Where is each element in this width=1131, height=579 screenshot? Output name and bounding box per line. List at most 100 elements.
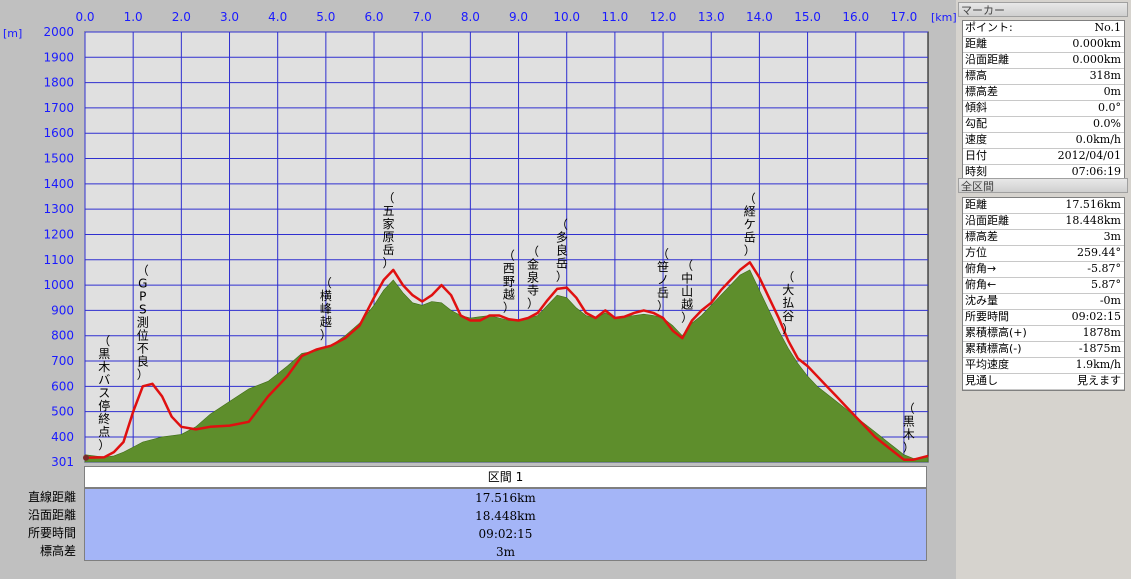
info-value: -1875m bbox=[1078, 342, 1121, 355]
y-tick-label: 1500 bbox=[43, 152, 74, 166]
section-row-label: 沿面距離 bbox=[27, 508, 76, 522]
info-value: -0m bbox=[1099, 294, 1121, 307]
info-row: 累積標高(+) 1878m bbox=[963, 326, 1124, 342]
y-tick-label: 1900 bbox=[43, 50, 74, 64]
annotation-label: （黒木） bbox=[903, 402, 915, 455]
y-tick-label: 1600 bbox=[43, 126, 74, 140]
info-value: 0.0% bbox=[1093, 117, 1121, 130]
marker-panel-title: マーカー bbox=[958, 2, 1128, 17]
info-key: ポイント: bbox=[965, 21, 1013, 34]
section-header: 区間 1 bbox=[84, 466, 927, 488]
info-row: 標高 318m bbox=[963, 69, 1124, 85]
annotation-label: （大払谷） bbox=[782, 270, 794, 336]
info-row: 方位 259.44° bbox=[963, 246, 1124, 262]
x-tick-label: 9.0 bbox=[509, 10, 528, 24]
annotation-label: （五家原岳） bbox=[382, 191, 394, 270]
y-tick-label: 600 bbox=[51, 379, 74, 393]
info-key: 標高差 bbox=[965, 230, 998, 243]
info-key: 日付 bbox=[965, 149, 987, 162]
y-tick-label: 301 bbox=[51, 455, 74, 466]
info-row: 距離 0.000km bbox=[963, 37, 1124, 53]
section-row-value: 3m bbox=[495, 545, 515, 559]
info-value: 0.0km/h bbox=[1075, 133, 1121, 146]
info-value: 318m bbox=[1089, 69, 1121, 82]
info-panel: マーカー ポイント: No.1 距離 0.000km 沿面距離 0.000km 標高 318m… bbox=[956, 0, 1131, 579]
x-tick-label: 0.0 bbox=[75, 10, 94, 24]
x-tick-label: 11.0 bbox=[602, 10, 629, 24]
y-tick-label: 1000 bbox=[43, 278, 74, 292]
info-value: 17.516km bbox=[1065, 198, 1121, 211]
x-tick-label: 3.0 bbox=[220, 10, 239, 24]
info-row: 平均速度 1.9km/h bbox=[963, 358, 1124, 374]
x-tick-label: 17.0 bbox=[891, 10, 918, 24]
track-line bbox=[84, 261, 929, 461]
y-tick-label: 500 bbox=[51, 405, 74, 419]
info-key: 時刻 bbox=[965, 165, 987, 178]
info-key: 俯角← bbox=[965, 278, 997, 291]
info-row: 沿面距離 18.448km bbox=[963, 214, 1124, 230]
marker-table: ポイント: No.1 距離 0.000km 沿面距離 0.000km 標高 318m 標高差 0m… bbox=[962, 20, 1125, 182]
info-row: 沈み量 -0m bbox=[963, 294, 1124, 310]
info-value: 09:02:15 bbox=[1071, 310, 1121, 323]
annotation-label: （黒木バス停終点） bbox=[98, 334, 110, 452]
annotation-label: （中山越） bbox=[681, 258, 693, 324]
y-tick-label: 1100 bbox=[43, 253, 74, 267]
y-tick-label: 1200 bbox=[43, 227, 74, 241]
info-row: 俯角→ -5.87° bbox=[963, 262, 1124, 278]
info-key: 平均速度 bbox=[965, 358, 1009, 371]
info-row: 累積標高(-) -1875m bbox=[963, 342, 1124, 358]
info-value: 1878m bbox=[1082, 326, 1121, 339]
x-tick-label: 12.0 bbox=[650, 10, 677, 24]
y-tick-label: 2000 bbox=[43, 25, 74, 39]
info-value: 259.44° bbox=[1077, 246, 1121, 259]
annotation-label: （経ケ岳） bbox=[744, 191, 756, 257]
x-tick-label: 13.0 bbox=[698, 10, 725, 24]
elevation-chart[interactable]: 2000 1900 1800 1700 1600 1500 1400 1300 1200 1100… bbox=[0, 0, 956, 466]
info-value: 0.0° bbox=[1098, 101, 1121, 114]
section-row-value: 17.516km bbox=[475, 491, 536, 505]
info-row: 標高差 0m bbox=[963, 85, 1124, 101]
info-key: 速度 bbox=[965, 133, 987, 146]
y-tick-label: 1700 bbox=[43, 101, 74, 115]
info-key: 俯角→ bbox=[965, 262, 997, 275]
y-tick-label: 700 bbox=[51, 354, 74, 368]
total-table: 距離 17.516km 沿面距離 18.448km 標高差 3m 方位 259.44° 俯角→ -… bbox=[962, 197, 1125, 391]
info-value: 07:06:19 bbox=[1071, 165, 1121, 178]
section-table: 17.516km 18.448km 09:02:15 3m bbox=[84, 488, 927, 561]
y-unit-label: [m] bbox=[3, 27, 22, 40]
info-key: 見通し bbox=[965, 374, 998, 387]
info-key: 所要時間 bbox=[965, 310, 1009, 323]
annotation-label: （笹ノ岳） bbox=[657, 247, 669, 313]
x-tick-label: 10.0 bbox=[553, 10, 580, 24]
info-row: 見通し 見えます bbox=[963, 374, 1124, 390]
info-value: 0.000km bbox=[1072, 53, 1121, 66]
info-key: 傾斜 bbox=[965, 101, 987, 114]
info-key: 距離 bbox=[965, 37, 987, 50]
x-tick-label: 7.0 bbox=[413, 10, 432, 24]
y-tick-label: 900 bbox=[51, 303, 74, 317]
annotation-label: （横峰越） bbox=[320, 276, 332, 342]
x-tick-label: 1.0 bbox=[124, 10, 143, 24]
info-value: 見えます bbox=[1077, 374, 1121, 387]
section-row-label: 所要時間 bbox=[27, 526, 76, 540]
info-key: 沈み量 bbox=[965, 294, 998, 307]
x-tick-label: 4.0 bbox=[268, 10, 287, 24]
annotation-label: （多良岳） bbox=[556, 217, 568, 283]
y-tick-label: 1800 bbox=[43, 76, 74, 90]
info-row: 勾配 0.0% bbox=[963, 117, 1124, 133]
x-unit-label: [km] bbox=[931, 11, 956, 24]
info-value: 18.448km bbox=[1065, 214, 1121, 227]
x-tick-label: 8.0 bbox=[461, 10, 480, 24]
info-key: 沿面距離 bbox=[965, 214, 1009, 227]
y-tick-label: 800 bbox=[51, 329, 74, 343]
info-key: 勾配 bbox=[965, 117, 987, 130]
info-key: 標高 bbox=[965, 69, 987, 82]
info-key: 累積標高(+) bbox=[965, 326, 1027, 339]
info-row: 沿面距離 0.000km bbox=[963, 53, 1124, 69]
info-value: 3m bbox=[1103, 230, 1121, 243]
x-tick-label: 6.0 bbox=[364, 10, 383, 24]
annotation-label: （西野越） bbox=[503, 248, 515, 314]
info-row: 標高差 3m bbox=[963, 230, 1124, 246]
info-row: 所要時間 09:02:15 bbox=[963, 310, 1124, 326]
info-row: ポイント: No.1 bbox=[963, 21, 1124, 37]
